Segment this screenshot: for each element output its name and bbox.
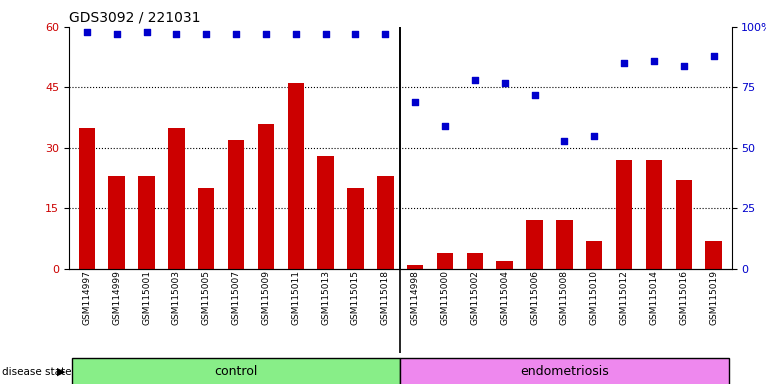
Point <box>110 31 123 37</box>
Bar <box>466 253 483 269</box>
Bar <box>407 265 424 269</box>
Bar <box>287 83 304 269</box>
Text: GSM115004: GSM115004 <box>500 270 509 325</box>
Text: endometriosis: endometriosis <box>520 365 609 378</box>
Bar <box>109 176 125 269</box>
Text: GSM115012: GSM115012 <box>620 270 629 325</box>
Text: GSM115007: GSM115007 <box>231 270 241 326</box>
Point <box>648 58 660 64</box>
Text: GSM115002: GSM115002 <box>470 270 480 325</box>
FancyBboxPatch shape <box>400 358 728 384</box>
Bar <box>586 240 602 269</box>
Point <box>439 123 451 129</box>
Bar <box>526 220 543 269</box>
Point <box>409 99 421 105</box>
Point <box>200 31 212 37</box>
Bar <box>198 188 214 269</box>
Text: GDS3092 / 221031: GDS3092 / 221031 <box>69 10 201 24</box>
Point <box>499 79 511 86</box>
Bar <box>705 240 722 269</box>
Point <box>290 31 302 37</box>
Point <box>708 53 720 59</box>
Point <box>469 77 481 83</box>
Point <box>170 31 182 37</box>
Point <box>260 31 272 37</box>
Bar <box>317 156 334 269</box>
Text: GSM115015: GSM115015 <box>351 270 360 326</box>
Text: GSM115016: GSM115016 <box>679 270 689 326</box>
Text: GSM114999: GSM114999 <box>112 270 121 325</box>
Text: control: control <box>214 365 258 378</box>
Bar <box>556 220 573 269</box>
Text: GSM115014: GSM115014 <box>650 270 659 325</box>
Bar <box>79 127 95 269</box>
Point <box>558 137 571 144</box>
Text: GSM115013: GSM115013 <box>321 270 330 326</box>
Bar <box>377 176 394 269</box>
Bar <box>228 140 244 269</box>
Point <box>349 31 362 37</box>
Text: GSM115010: GSM115010 <box>590 270 599 326</box>
Point <box>618 60 630 66</box>
Text: GSM115011: GSM115011 <box>291 270 300 326</box>
Point <box>80 29 93 35</box>
Text: GSM115009: GSM115009 <box>261 270 270 326</box>
Text: GSM115018: GSM115018 <box>381 270 390 326</box>
Point <box>588 133 601 139</box>
Text: ▶: ▶ <box>57 366 65 377</box>
Text: GSM115005: GSM115005 <box>201 270 211 326</box>
Text: GSM115003: GSM115003 <box>172 270 181 326</box>
Point <box>379 31 391 37</box>
Bar <box>347 188 364 269</box>
Bar <box>257 124 274 269</box>
Text: disease state: disease state <box>2 366 71 377</box>
Text: GSM114998: GSM114998 <box>411 270 420 325</box>
Bar <box>616 160 632 269</box>
Bar <box>646 160 662 269</box>
FancyBboxPatch shape <box>72 358 400 384</box>
Text: GSM114997: GSM114997 <box>83 270 91 325</box>
Text: GSM115019: GSM115019 <box>709 270 718 326</box>
Point <box>230 31 242 37</box>
Text: GSM115000: GSM115000 <box>440 270 450 326</box>
Point <box>529 91 541 98</box>
Bar <box>496 261 513 269</box>
Point <box>678 63 690 69</box>
Text: GSM115006: GSM115006 <box>530 270 539 326</box>
Text: GSM115008: GSM115008 <box>560 270 569 326</box>
Bar <box>139 176 155 269</box>
Bar <box>437 253 453 269</box>
Bar <box>169 127 185 269</box>
Bar <box>676 180 692 269</box>
Point <box>319 31 332 37</box>
Text: GSM115001: GSM115001 <box>142 270 151 326</box>
Point <box>140 29 152 35</box>
